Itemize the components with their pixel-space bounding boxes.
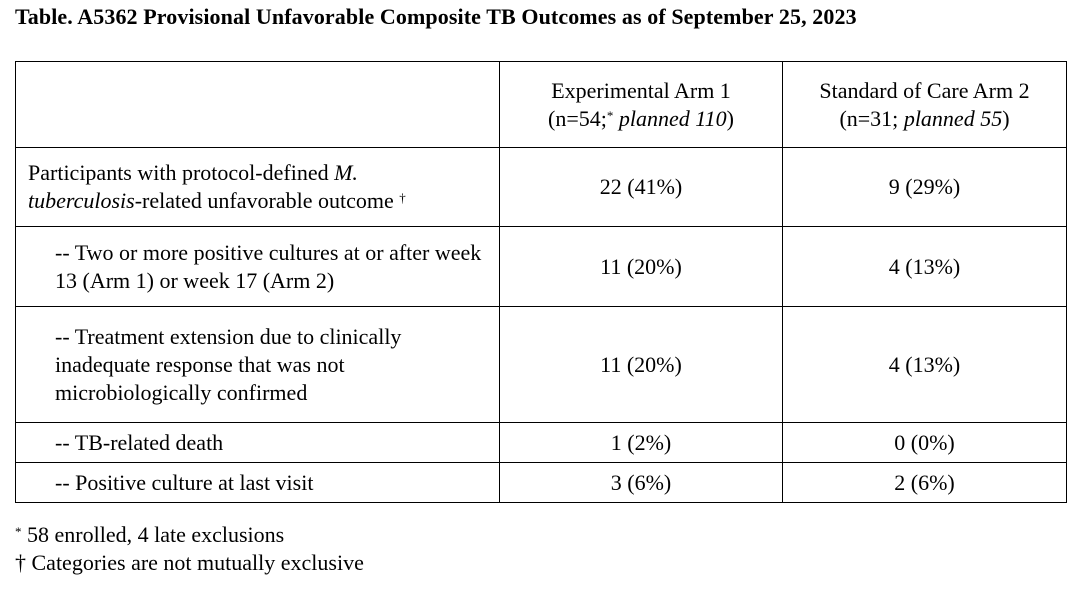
row-label: -- Positive culture at last visit <box>15 462 500 503</box>
row-label: -- TB-related death <box>15 422 500 463</box>
footnote-mark-dagger: † <box>399 190 406 205</box>
arm2-value: 2 (6%) <box>782 462 1067 503</box>
arm1-value: 11 (20%) <box>499 306 783 423</box>
arm1-value: 22 (41%) <box>499 147 783 227</box>
row-label: Participants with protocol-defined M. tub… <box>15 147 500 227</box>
footnote-mark: † <box>15 550 26 575</box>
arm2-value: 4 (13%) <box>782 226 1067 307</box>
empty-header-cell <box>15 61 500 148</box>
arm1-value: 1 (2%) <box>499 422 783 463</box>
table-row: Participants with protocol-defined M. tub… <box>15 147 1067 227</box>
footnote: † Categories are not mutually exclusive <box>15 550 364 575</box>
footnote: * 58 enrolled, 4 late exclusions <box>15 522 285 547</box>
table-row: -- Treatment extension due to clinically… <box>15 306 1067 423</box>
arm2-value: 9 (29%) <box>782 147 1067 227</box>
table-row: -- Two or more positive cultures at or a… <box>15 226 1067 307</box>
footnote-mark: * <box>15 524 22 539</box>
table-title: Table. A5362 Provisional Unfavorable Com… <box>15 4 857 29</box>
table-header-row: Experimental Arm 1 (n=54;* planned 110) … <box>15 61 1067 148</box>
column-header-arm2: Standard of Care Arm 2 (n=31; planned 55… <box>782 61 1067 148</box>
arm1-value: 3 (6%) <box>499 462 783 503</box>
footnote-mark-asterisk: * <box>606 107 614 123</box>
arm1-value: 11 (20%) <box>499 226 783 307</box>
column-header-arm1-n: (n=54;* planned 110) <box>548 105 734 131</box>
column-header-arm1: Experimental Arm 1 (n=54;* planned 110) <box>499 61 783 148</box>
footnotes: * 58 enrolled, 4 late exclusions † Categ… <box>15 521 364 577</box>
row-label: -- Treatment extension due to clinically… <box>15 306 500 423</box>
arm2-value: 0 (0%) <box>782 422 1067 463</box>
arm2-value: 4 (13%) <box>782 306 1067 423</box>
table-row: -- Positive culture at last visit 3 (6%)… <box>15 462 1067 503</box>
outcomes-table: Experimental Arm 1 (n=54;* planned 110) … <box>15 61 1067 503</box>
table-row: -- TB-related death 1 (2%) 0 (0%) <box>15 422 1067 463</box>
column-header-arm2-name: Standard of Care Arm 2 <box>819 77 1030 103</box>
row-label: -- Two or more positive cultures at or a… <box>15 226 500 307</box>
column-header-arm1-name: Experimental Arm 1 <box>551 77 731 103</box>
column-header-arm2-n: (n=31; planned 55) <box>839 105 1010 131</box>
